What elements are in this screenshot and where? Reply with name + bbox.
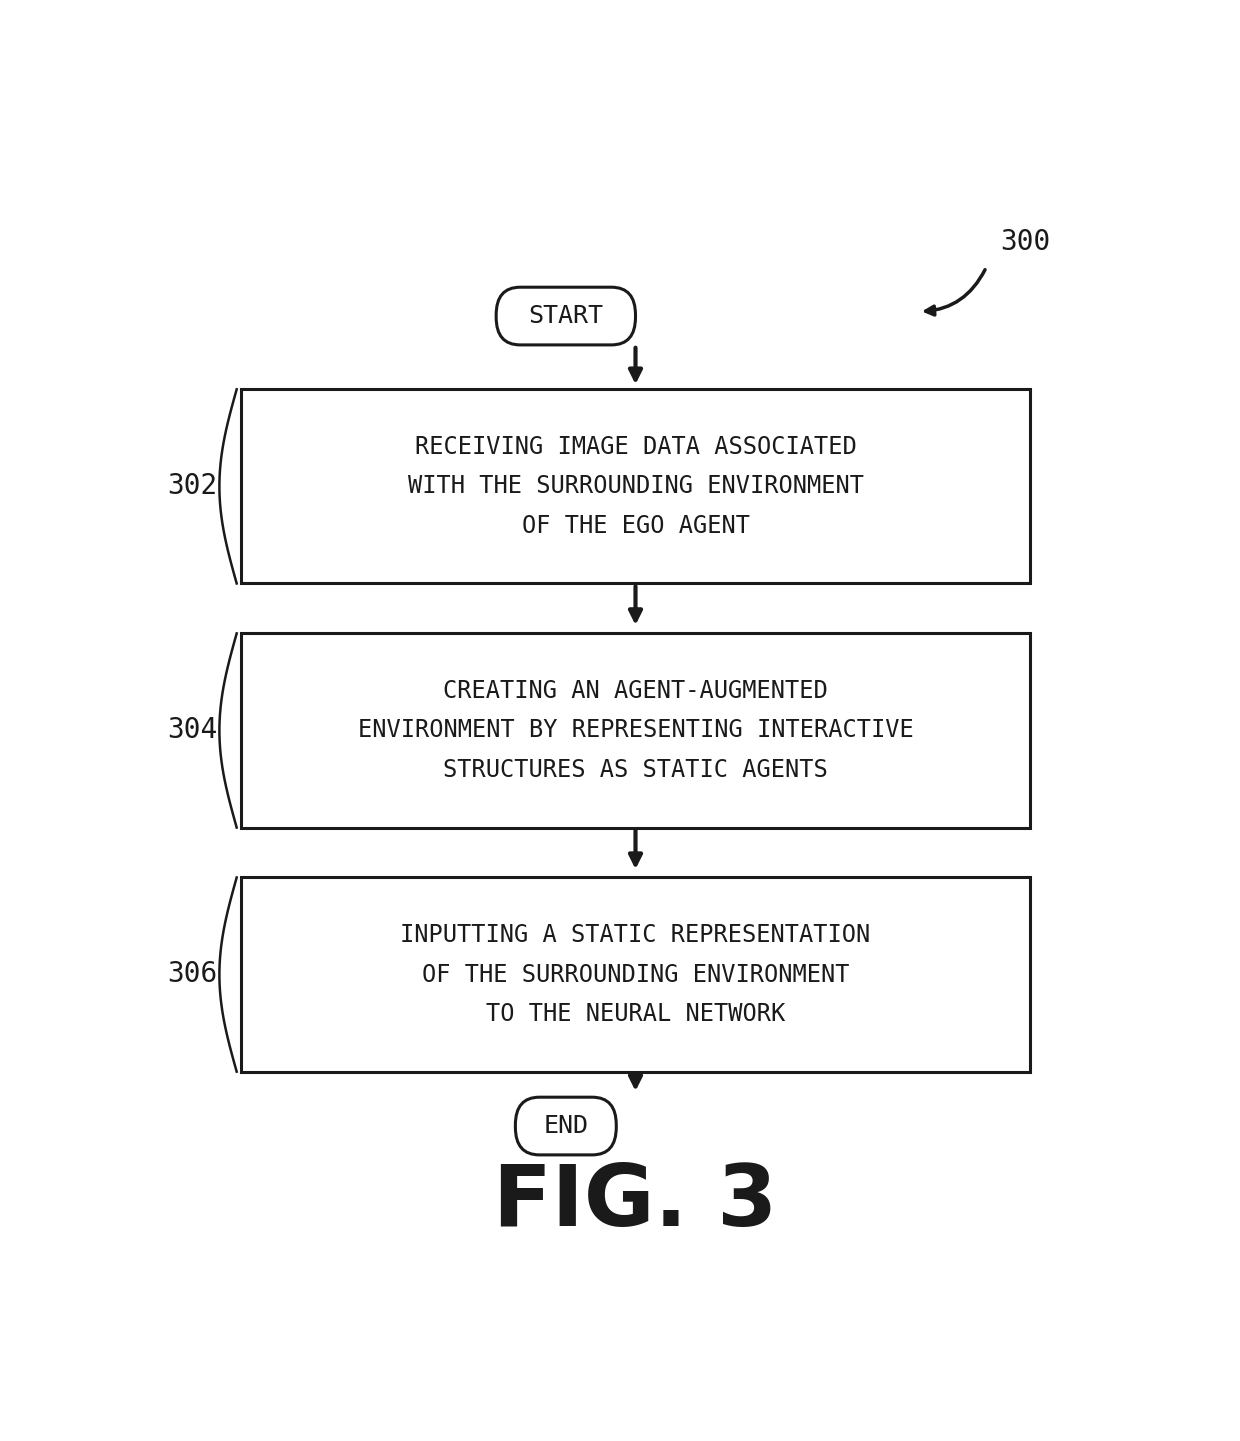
Text: RECEIVING IMAGE DATA ASSOCIATED
WITH THE SURROUNDING ENVIRONMENT
OF THE EGO AGEN: RECEIVING IMAGE DATA ASSOCIATED WITH THE…: [408, 435, 863, 537]
Text: 306: 306: [167, 960, 217, 989]
Text: INPUTTING A STATIC REPRESENTATION
OF THE SURROUNDING ENVIRONMENT
TO THE NEURAL N: INPUTTING A STATIC REPRESENTATION OF THE…: [401, 924, 870, 1026]
FancyBboxPatch shape: [242, 878, 1029, 1072]
Text: CREATING AN AGENT-AUGMENTED
ENVIRONMENT BY REPRESENTING INTERACTIVE
STRUCTURES A: CREATING AN AGENT-AUGMENTED ENVIRONMENT …: [357, 679, 914, 781]
Text: 304: 304: [167, 716, 217, 744]
FancyBboxPatch shape: [496, 287, 635, 344]
Text: END: END: [543, 1114, 588, 1138]
Text: 302: 302: [167, 471, 217, 500]
Text: FIG. 3: FIG. 3: [494, 1160, 777, 1244]
Text: START: START: [528, 304, 604, 329]
FancyBboxPatch shape: [242, 634, 1029, 827]
Text: 300: 300: [1001, 228, 1052, 256]
FancyBboxPatch shape: [242, 389, 1029, 584]
FancyBboxPatch shape: [516, 1097, 616, 1154]
